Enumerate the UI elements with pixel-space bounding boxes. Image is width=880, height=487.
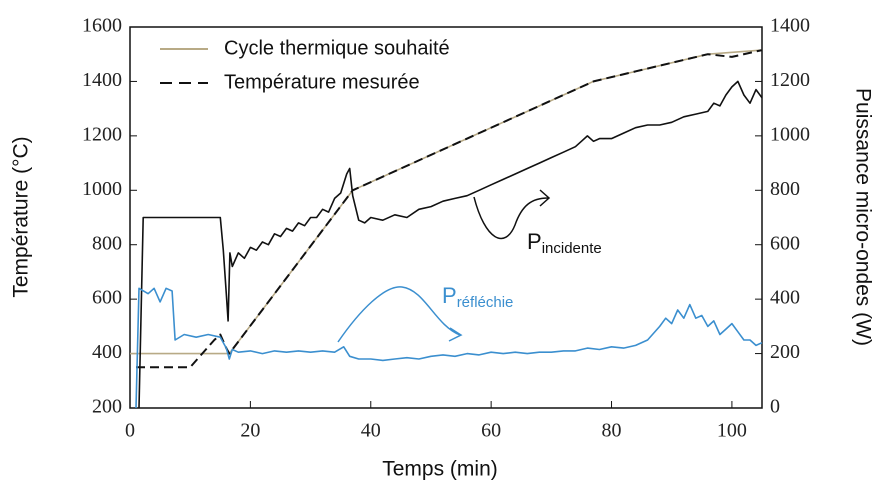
x-tick-label: 80 <box>602 420 622 442</box>
y2-tick-label: 1000 <box>770 123 810 145</box>
legend-label: Température mesurée <box>224 71 420 93</box>
arrow <box>337 286 461 343</box>
plot-frame <box>129 26 763 409</box>
y2-tick-label: 0 <box>770 396 780 418</box>
y-tick-label: 800 <box>92 232 122 254</box>
y-tick-label: 1200 <box>82 123 122 145</box>
annotation-subscript: réfléchie <box>457 294 514 311</box>
legend-label: Cycle thermique souhaité <box>224 37 450 59</box>
arrow-head <box>448 327 463 342</box>
arrow <box>473 196 549 240</box>
y-axis-label: Température (°C) <box>10 136 33 297</box>
y-tick-label: 1600 <box>82 15 122 37</box>
annotation: Préfléchie <box>442 283 513 311</box>
y-tick-label: 1400 <box>82 69 122 91</box>
annotation: Pincidente <box>527 229 602 257</box>
x-tick-label: 20 <box>240 420 260 442</box>
y-tick-label: 400 <box>92 341 122 363</box>
y2-tick-label: 1400 <box>770 15 810 37</box>
arrow-head <box>539 189 551 207</box>
x-tick-label: 100 <box>717 420 747 442</box>
series-line <box>135 287 763 409</box>
y2-tick-label: 800 <box>770 178 800 200</box>
y2-tick-label: 400 <box>770 287 800 309</box>
annotation-text: P <box>442 283 457 308</box>
x-tick-label: 60 <box>481 420 501 442</box>
y2-axis-label: Puissance micro-ondes (W) <box>851 88 874 346</box>
annotation-text: P <box>527 229 542 254</box>
y2-tick-label: 600 <box>770 232 800 254</box>
y2-tick-label: 200 <box>770 341 800 363</box>
x-tick-label: 0 <box>125 420 135 442</box>
y2-tick-label: 1200 <box>770 69 810 91</box>
x-axis-label: Temps (min) <box>382 458 498 481</box>
y-tick-label: 200 <box>92 396 122 418</box>
series-line <box>130 49 763 355</box>
annotation-subscript: incidente <box>542 240 602 257</box>
y-tick-label: 1000 <box>82 178 122 200</box>
x-tick-label: 40 <box>361 420 381 442</box>
series-line <box>138 80 763 409</box>
y-tick-label: 600 <box>92 287 122 309</box>
series-line <box>136 49 763 369</box>
